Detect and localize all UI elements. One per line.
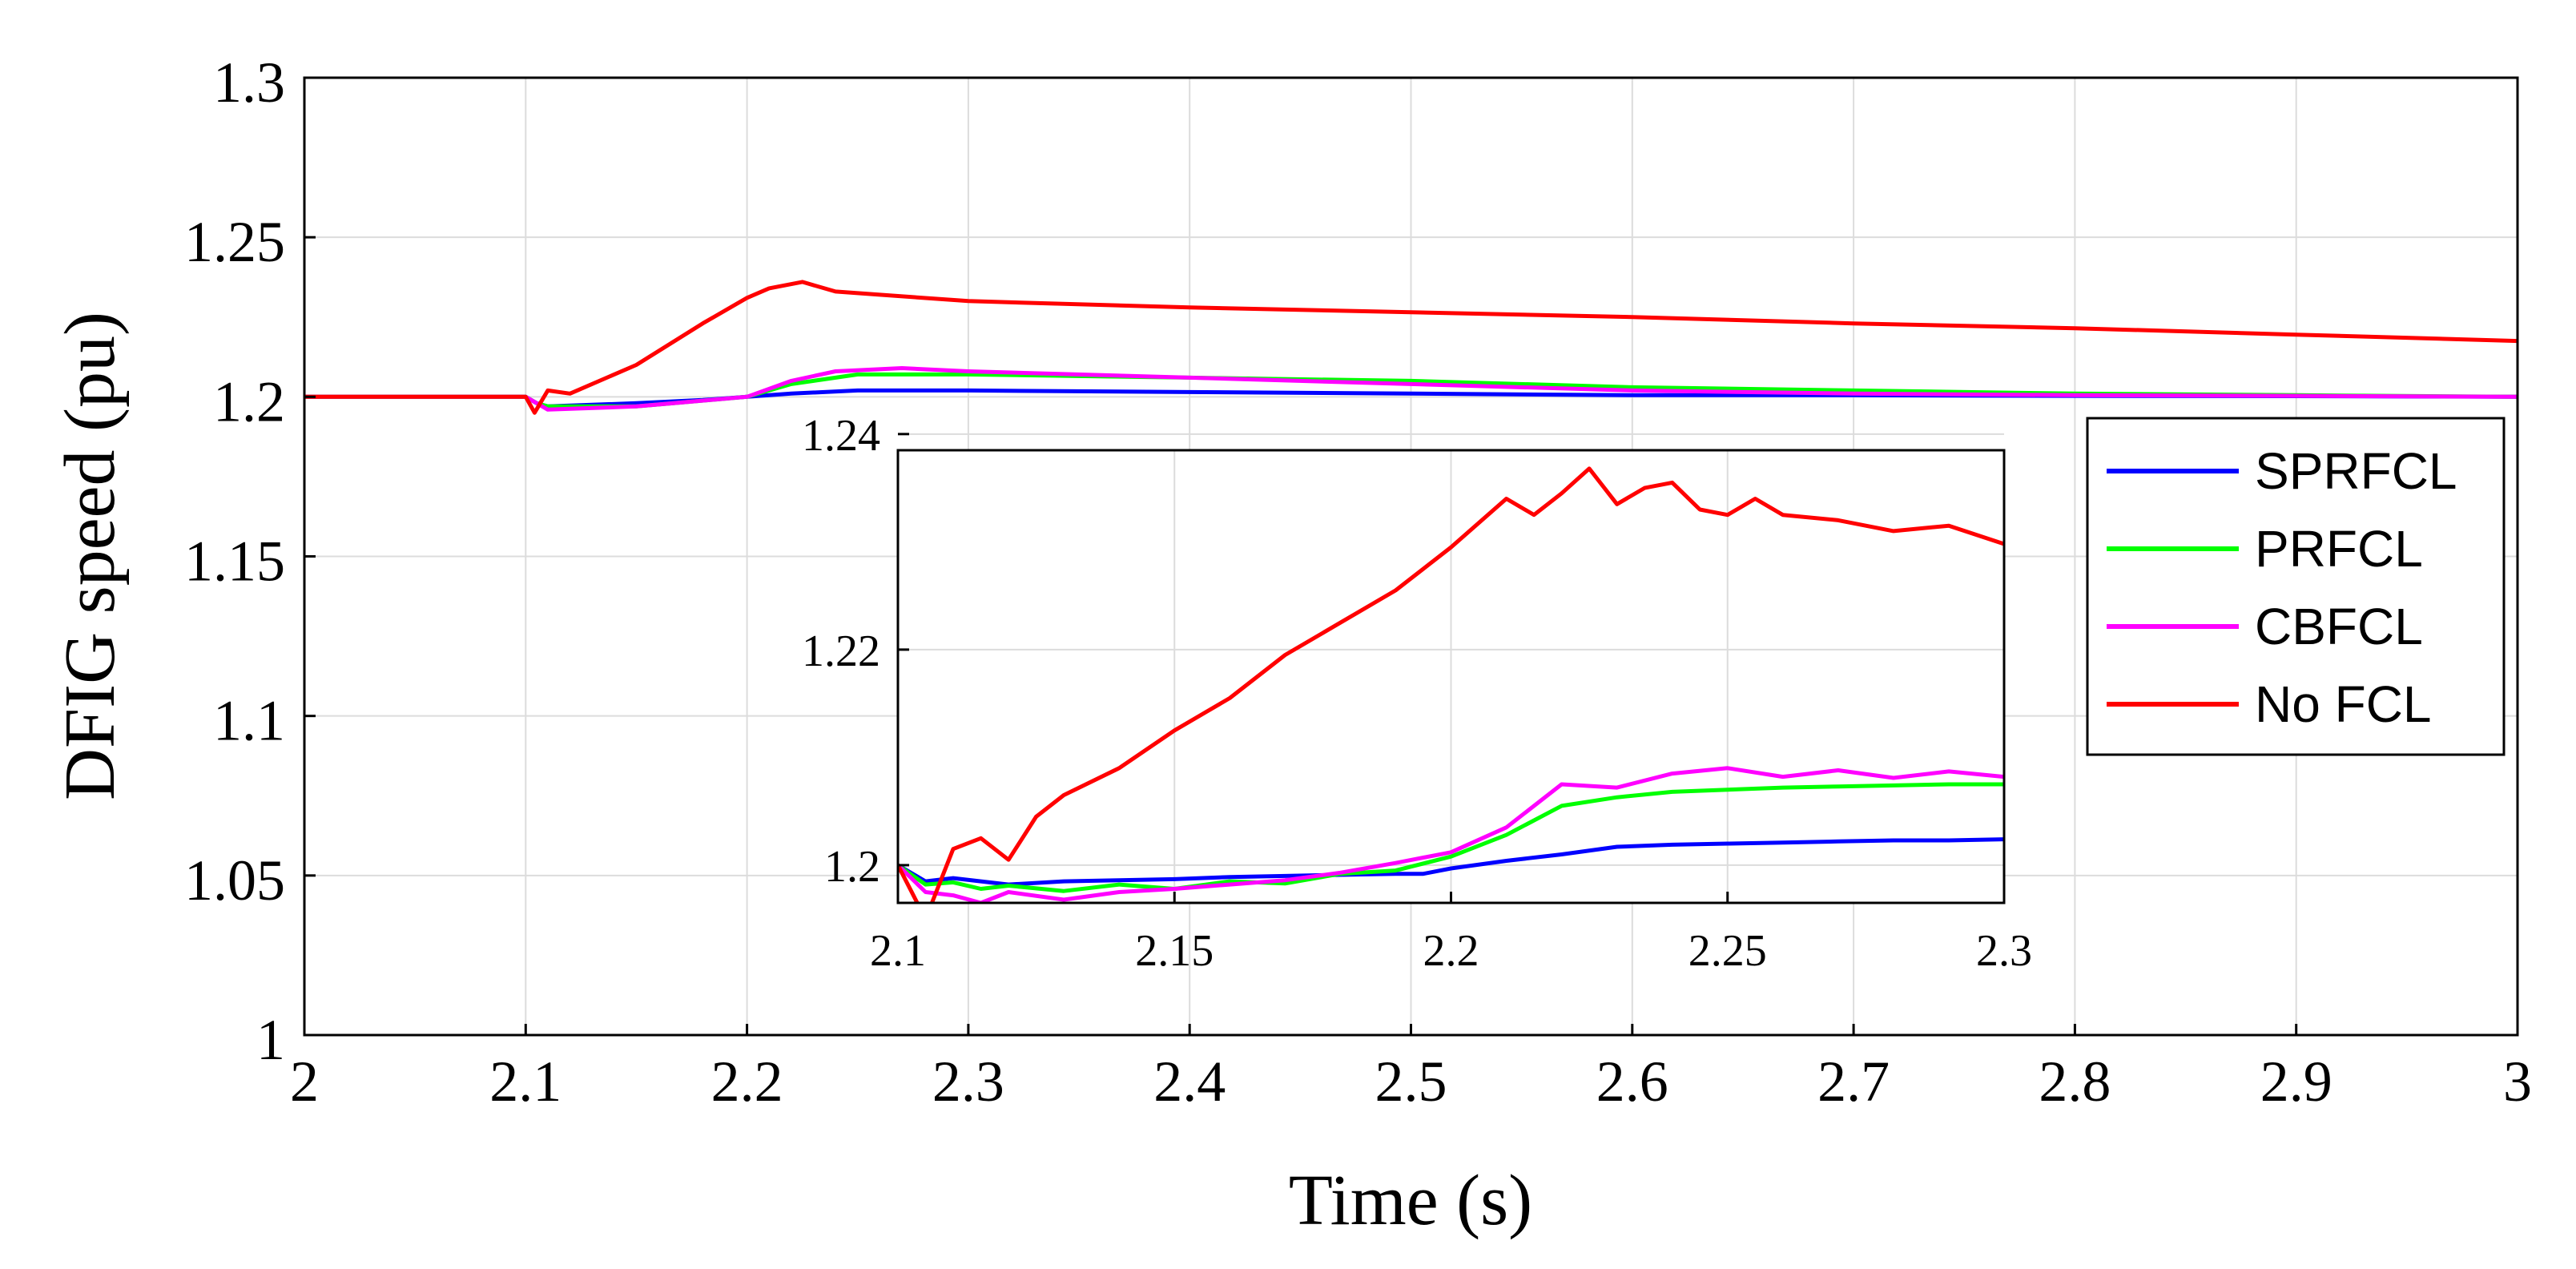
main-x-tick-label: 2.5 bbox=[1375, 1049, 1447, 1114]
main-y-tick-label: 1.15 bbox=[184, 530, 285, 594]
inset-plot: 2.1 2.15 2.2 2.25 2.3 1.2 1.22 1.24 bbox=[802, 411, 2032, 976]
inset-series-line-cbfcl bbox=[898, 766, 2004, 903]
inset-y-ticks: 1.2 1.22 1.24 bbox=[802, 411, 909, 892]
legend-box bbox=[2086, 417, 2506, 756]
main-x-tick-label: 2 bbox=[290, 1049, 319, 1114]
y-axis-label: DFIG speed (pu) bbox=[50, 312, 130, 800]
inset-y-tick-label: 1.2 bbox=[824, 842, 880, 892]
inset-x-ticks: 2.1 2.15 2.2 2.25 2.3 bbox=[870, 892, 2032, 976]
legend-label-prfcl: PRFCL bbox=[2255, 520, 2423, 578]
main-x-tick-label: 2.1 bbox=[489, 1049, 561, 1114]
legend: SPRFCL PRFCL CBFCL No FCL bbox=[2086, 417, 2506, 756]
inset-series-line-no-fcl bbox=[898, 466, 2004, 903]
inset-series-group bbox=[898, 466, 2004, 903]
main-series-group bbox=[304, 280, 2518, 415]
main-x-tick-label: 2.8 bbox=[2039, 1049, 2111, 1114]
main-x-tick-label: 2.4 bbox=[1153, 1049, 1226, 1114]
inset-x-tick-label: 2.2 bbox=[1423, 926, 1479, 976]
inset-x-tick-label: 2.15 bbox=[1135, 926, 1214, 976]
main-x-tick-label: 2.6 bbox=[1596, 1049, 1668, 1114]
main-x-tick-label: 2.3 bbox=[932, 1049, 1004, 1114]
main-y-tick-label: 1.25 bbox=[184, 210, 285, 274]
inset-y-tick-label: 1.22 bbox=[802, 626, 880, 676]
inset-x-tick-label: 2.25 bbox=[1688, 926, 1767, 976]
x-axis-label: Time (s) bbox=[1289, 1161, 1532, 1240]
main-series-line-cbfcl bbox=[304, 366, 2518, 412]
inset-series-line-sprfcl bbox=[898, 837, 2004, 887]
inset-y-tick-label: 1.24 bbox=[802, 411, 880, 461]
main-y-ticks: 1 1.05 1.1 1.15 1.2 1.25 1.3 bbox=[184, 50, 316, 1072]
inset-series-line-prfcl bbox=[898, 782, 2004, 893]
main-x-ticks: 2 2.1 2.2 2.3 2.4 2.5 2.6 2.7 2.8 2.9 3 bbox=[290, 1024, 2532, 1114]
legend-label-cbfcl: CBFCL bbox=[2255, 598, 2423, 655]
main-y-tick-label: 1.05 bbox=[184, 848, 285, 912]
inset-grid bbox=[897, 433, 2005, 903]
main-y-tick-label: 1.3 bbox=[213, 50, 285, 115]
inset-x-tick-label: 2.1 bbox=[870, 926, 926, 976]
legend-label-no-fcl: No FCL bbox=[2255, 675, 2432, 733]
main-x-tick-label: 2.2 bbox=[711, 1049, 783, 1114]
inset-x-tick-label: 2.3 bbox=[1976, 926, 2032, 976]
main-y-tick-label: 1 bbox=[256, 1008, 285, 1072]
main-y-tick-label: 1.1 bbox=[213, 689, 285, 753]
main-x-tick-label: 2.9 bbox=[2260, 1049, 2332, 1114]
main-y-tick-label: 1.2 bbox=[213, 369, 285, 433]
legend-label-sprfcl: SPRFCL bbox=[2255, 442, 2457, 500]
main-x-tick-label: 3 bbox=[2503, 1049, 2532, 1114]
legend-items: SPRFCL PRFCL CBFCL No FCL bbox=[2107, 442, 2457, 733]
main-x-tick-label: 2.7 bbox=[1817, 1049, 1890, 1114]
main-series-line-no-fcl bbox=[304, 280, 2518, 415]
